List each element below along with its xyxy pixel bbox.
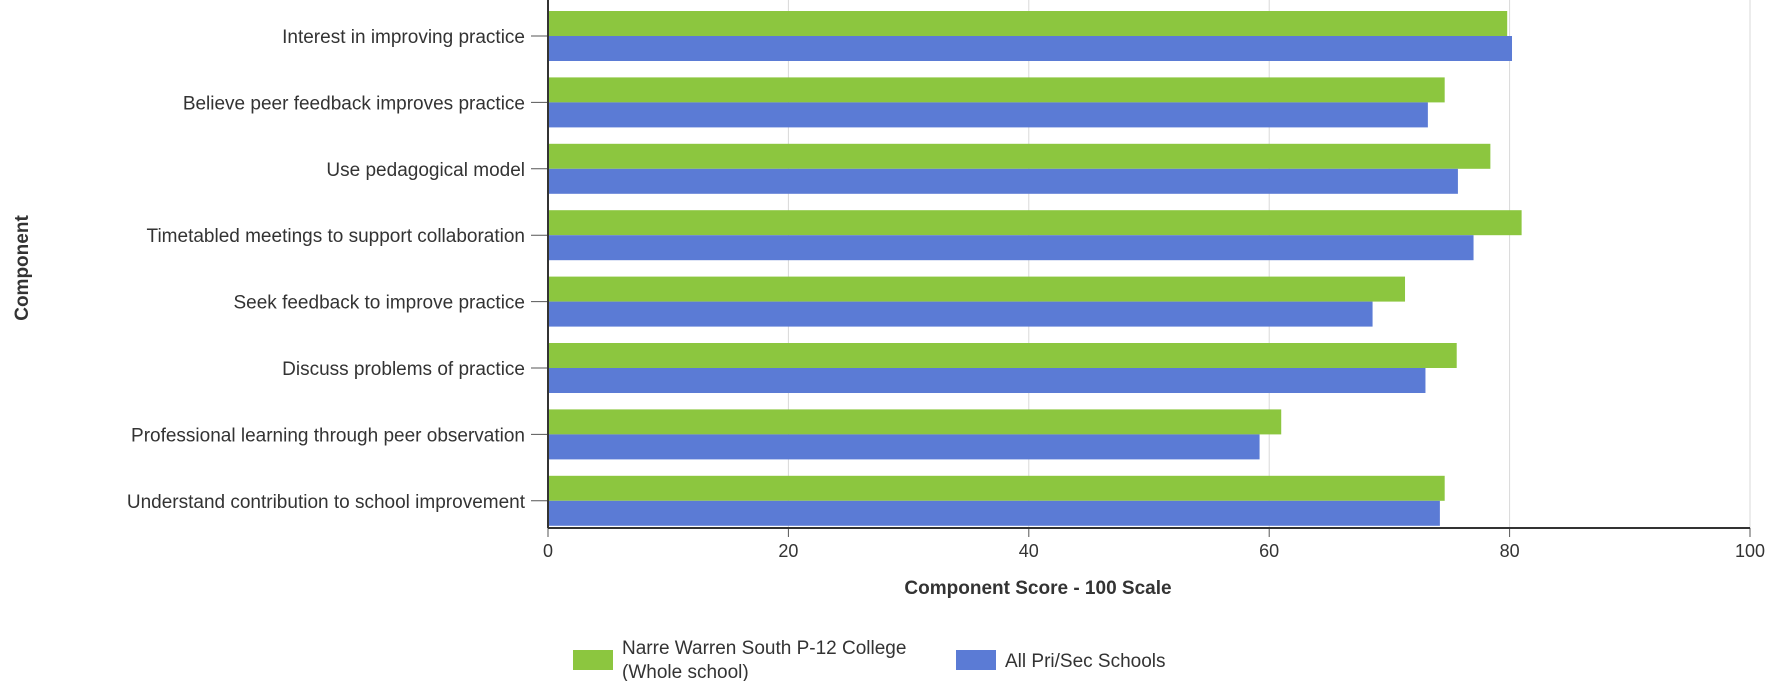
bar-series-2 <box>548 102 1428 128</box>
bar-series-2 <box>548 368 1426 393</box>
x-tick-label: 0 <box>543 541 553 561</box>
bar-series-1 <box>548 409 1282 435</box>
bar-series-1 <box>548 143 1491 169</box>
bar-series-2 <box>548 500 1440 526</box>
x-tick-label: 20 <box>778 541 798 561</box>
bar-series-2 <box>548 301 1373 327</box>
x-tick-label: 40 <box>1019 541 1039 561</box>
bar-series-2 <box>548 36 1513 61</box>
bar-series-2 <box>548 235 1474 261</box>
bar-series-1 <box>548 343 1457 368</box>
category-labels: Interest in improving practice Believe pe… <box>127 27 526 513</box>
legend-label-series-1-line-1: Narre Warren South P-12 College <box>622 638 906 659</box>
bar-series-2 <box>548 434 1260 460</box>
legend-label-series-1-line-2: (Whole school) <box>622 662 749 681</box>
category-label: Understand contribution to school improv… <box>127 492 526 513</box>
bars <box>548 11 1522 526</box>
category-label: Discuss problems of practice <box>282 359 525 380</box>
bar-series-2 <box>548 168 1458 194</box>
x-axis-title: Component Score - 100 Scale <box>904 578 1171 599</box>
category-label: Interest in improving practice <box>282 27 525 48</box>
x-tick-label: 100 <box>1735 541 1765 561</box>
legend-swatch-series-1 <box>573 650 613 670</box>
category-label: Timetabled meetings to support collabora… <box>147 226 525 247</box>
x-tick-label: 80 <box>1500 541 1520 561</box>
category-label: Professional learning through peer obser… <box>131 425 525 446</box>
bar-series-1 <box>548 210 1522 236</box>
legend-swatch-series-2 <box>956 650 996 670</box>
category-label: Believe peer feedback improves practice <box>183 93 525 114</box>
x-tick-label: 60 <box>1259 541 1279 561</box>
x-tick-labels: 0 20 40 60 80 100 <box>543 541 1765 561</box>
y-axis-title: Component <box>12 215 33 321</box>
category-label: Seek feedback to improve practice <box>234 293 526 314</box>
category-label: Use pedagogical model <box>326 160 525 181</box>
bar-series-1 <box>548 276 1406 302</box>
bar-series-1 <box>548 11 1508 36</box>
bar-series-1 <box>548 475 1445 501</box>
bar-series-1 <box>548 77 1445 103</box>
axes <box>531 0 1751 537</box>
legend-label-series-2: All Pri/Sec Schools <box>1005 651 1166 672</box>
legend: Narre Warren South P-12 College (Whole s… <box>573 638 1166 681</box>
legend-label-series-1: Narre Warren South P-12 College (Whole s… <box>622 638 912 681</box>
